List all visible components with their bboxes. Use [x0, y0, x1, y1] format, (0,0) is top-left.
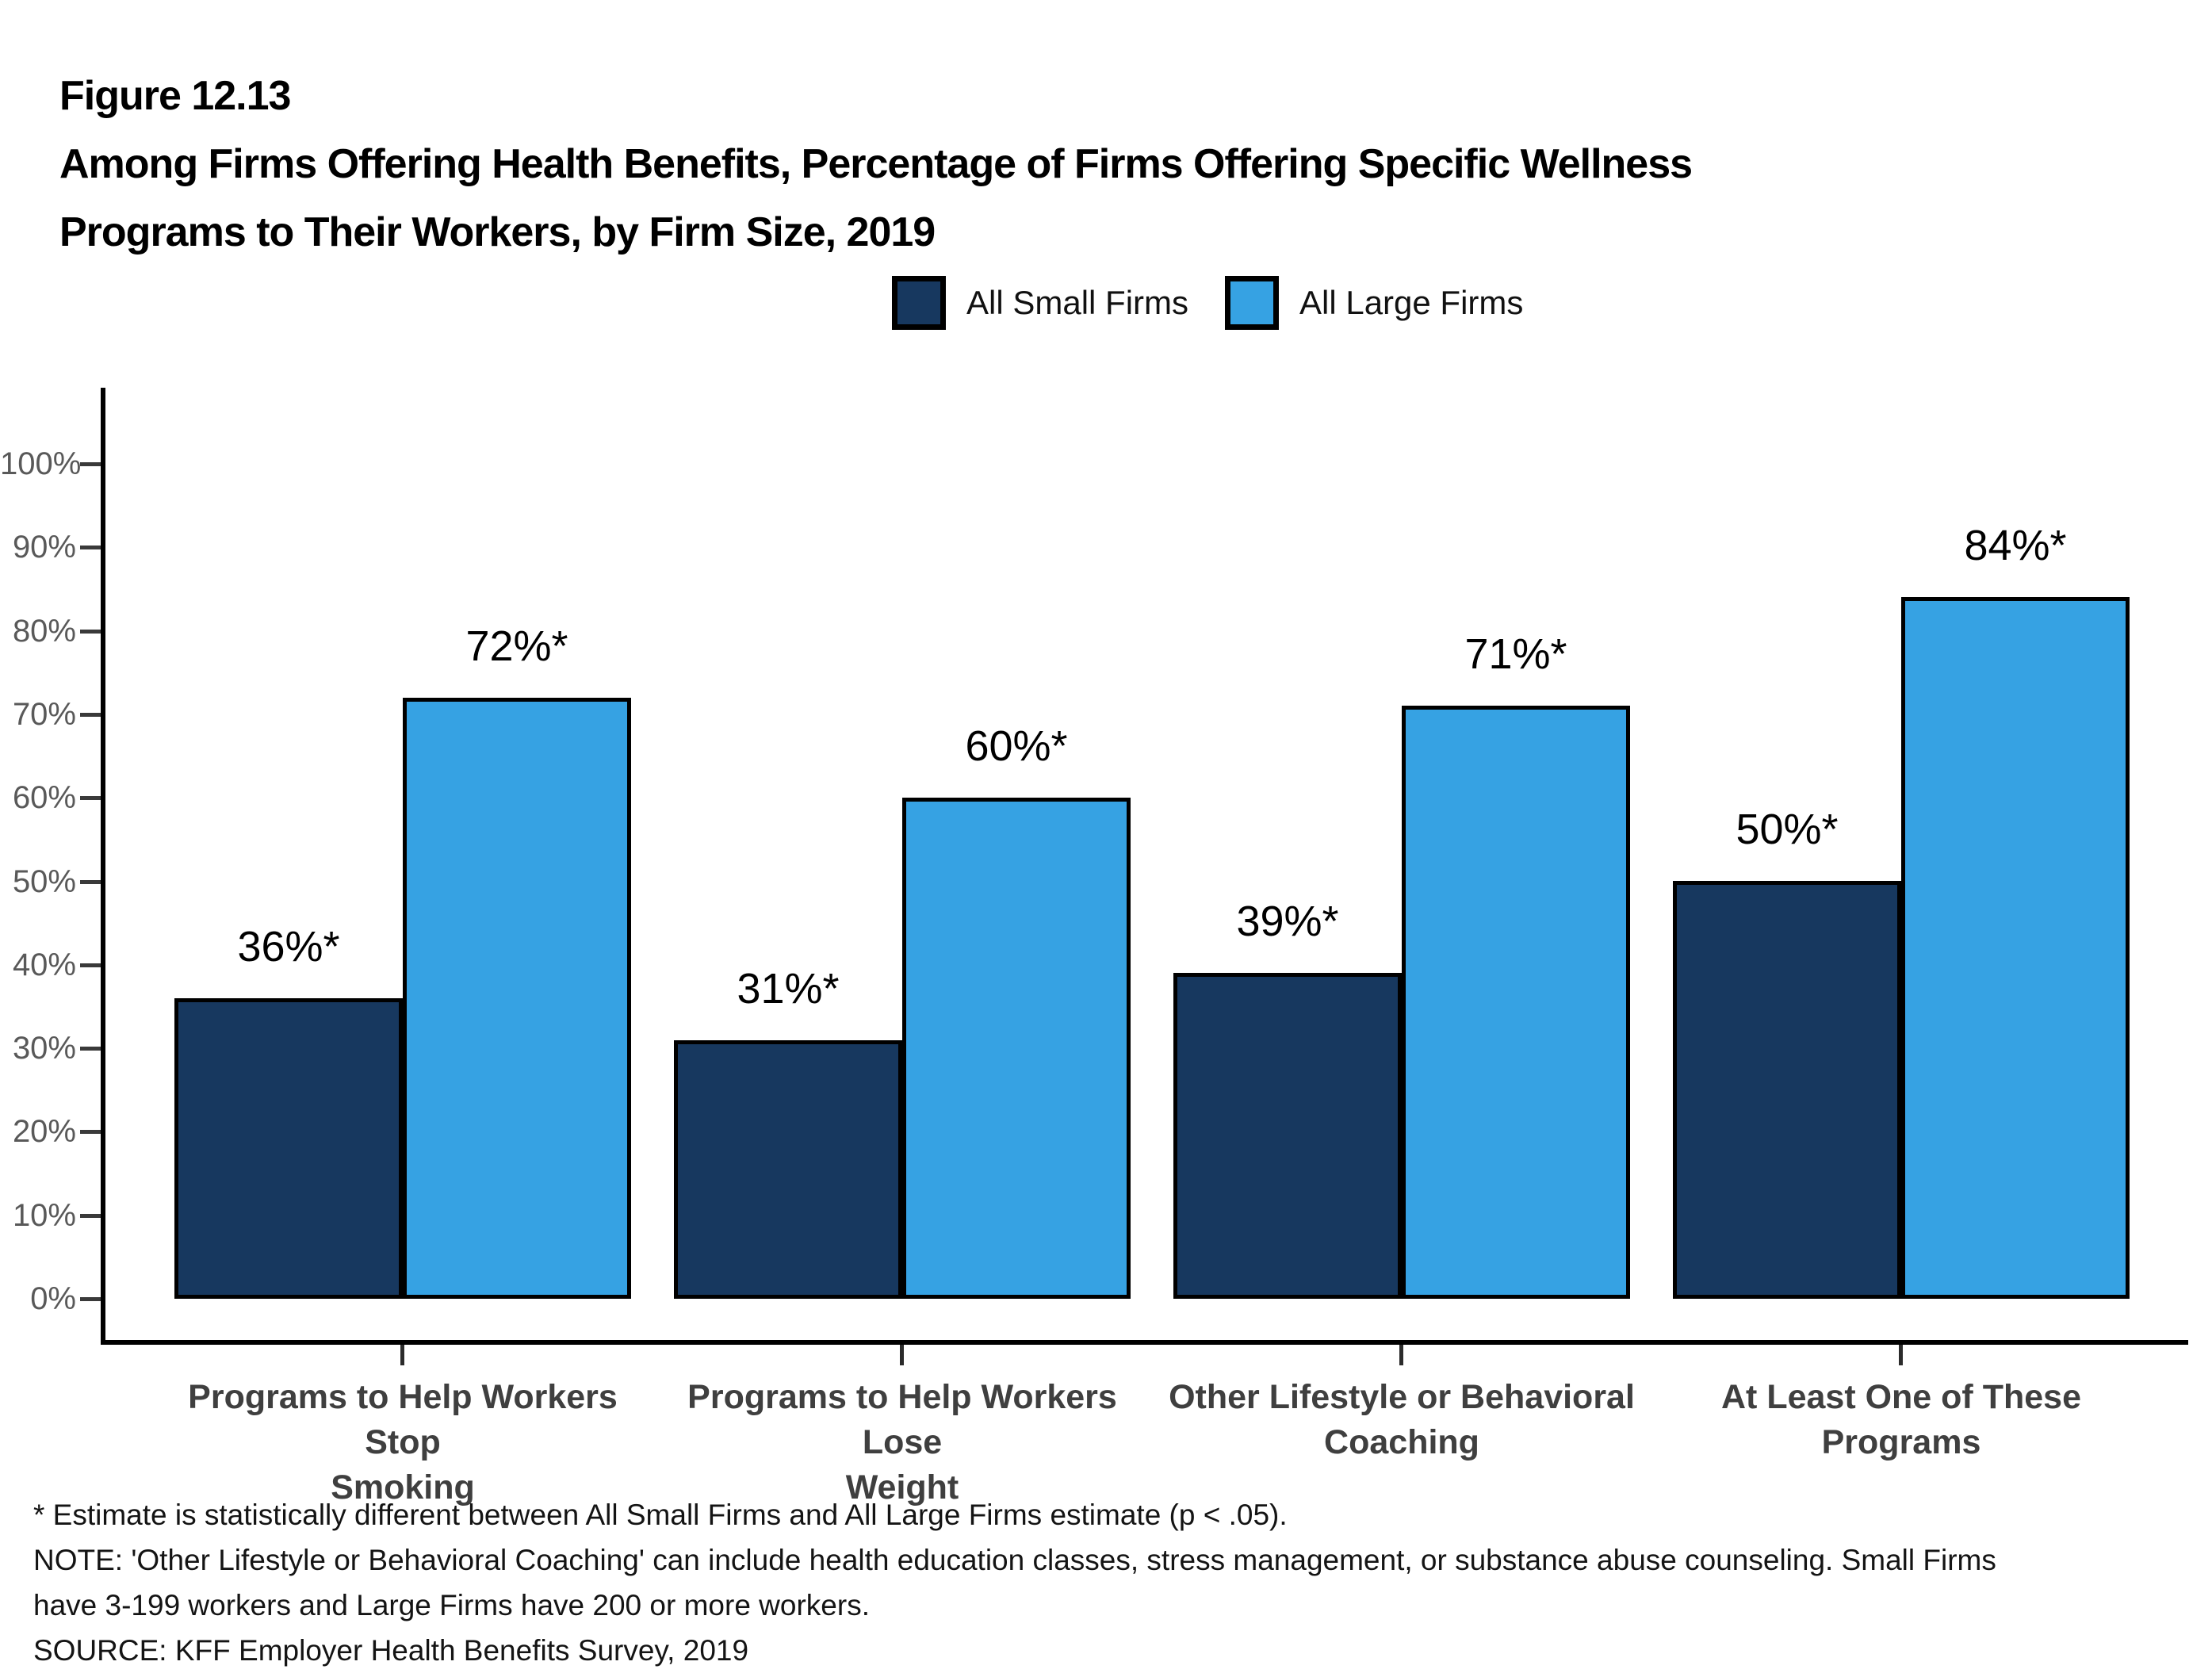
bar-all-large-firms-0 — [403, 698, 631, 1299]
x-axis-category-label-0: Programs to Help Workers Stop Smoking — [188, 1378, 618, 1506]
x-axis-category-label-1: Programs to Help Workers Lose Weight — [687, 1378, 1117, 1506]
bar-value-label-0-3: 50%* — [1736, 806, 1839, 853]
bar-value-label-0-0: 36%* — [237, 923, 340, 970]
legend-swatch-small-firms-icon — [892, 276, 946, 330]
y-axis-tick-0 — [80, 1297, 101, 1301]
figure-title-line-2: Programs to Their Workers, by Firm Size,… — [59, 209, 936, 255]
footnote-source: SOURCE: KFF Employer Health Benefits Sur… — [33, 1634, 749, 1667]
y-axis-tick-50 — [80, 879, 101, 884]
legend-item-large-firms: All Large Firms — [1225, 276, 1523, 330]
bar-all-large-firms-3 — [1901, 597, 2130, 1299]
bar-value-label-1-0: 72%* — [465, 622, 568, 670]
figure-title-line-1: Among Firms Offering Health Benefits, Pe… — [59, 141, 1693, 187]
x-axis-category-label-3: At Least One of These Programs — [1721, 1378, 2081, 1461]
x-axis-tick-1 — [900, 1345, 904, 1365]
x-axis-tick-0 — [400, 1345, 404, 1365]
bar-value-label-0-1: 31%* — [737, 965, 840, 1013]
y-axis-tick-label-30: 30% — [12, 1031, 76, 1066]
footnotes: * Estimate is statistically different be… — [33, 1492, 1996, 1673]
y-axis-tick-label-60: 60% — [12, 780, 76, 816]
legend-swatch-large-firms-icon — [1225, 276, 1279, 330]
bar-value-label-1-3: 84%* — [1964, 522, 2067, 569]
y-axis-tick-80 — [80, 629, 101, 634]
bar-all-large-firms-1 — [902, 798, 1131, 1299]
bar-all-small-firms-2 — [1173, 973, 1402, 1299]
x-axis-category-label-2: Other Lifestyle or Behavioral Coaching — [1169, 1378, 1635, 1461]
footnote-significance: * Estimate is statistically different be… — [33, 1499, 1288, 1531]
y-axis-tick-30 — [80, 1047, 101, 1051]
bar-all-large-firms-2 — [1402, 706, 1630, 1299]
y-axis-tick-label-100: 100% — [0, 446, 82, 481]
bar-value-label-0-2: 39%* — [1236, 898, 1339, 945]
footnote-note-line-2: have 3-199 workers and Large Firms have … — [33, 1589, 870, 1621]
y-axis-tick-90 — [80, 546, 101, 550]
y-axis-tick-label-20: 20% — [12, 1114, 76, 1150]
y-axis-tick-label-80: 80% — [12, 613, 76, 649]
y-axis-tick-60 — [80, 796, 101, 801]
bar-all-small-firms-3 — [1673, 881, 1901, 1299]
bar-value-label-1-2: 71%* — [1464, 630, 1567, 678]
y-axis-tick-label-10: 10% — [12, 1197, 76, 1233]
legend-label-large-firms: All Large Firms — [1299, 284, 1524, 321]
y-axis-tick-label-0: 0% — [30, 1281, 76, 1316]
legend-label-small-firms: All Small Firms — [966, 284, 1188, 321]
figure-number: Figure 12.13 — [59, 73, 291, 119]
y-axis-tick-label-40: 40% — [12, 947, 76, 982]
x-axis-tick-3 — [1899, 1345, 1903, 1365]
x-axis-line — [101, 1340, 2188, 1345]
bar-all-small-firms-0 — [174, 998, 403, 1299]
y-axis-tick-10 — [80, 1213, 101, 1218]
y-axis-tick-70 — [80, 712, 101, 717]
bar-value-label-1-1: 60%* — [965, 722, 1068, 770]
footnote-note-line-1: NOTE: 'Other Lifestyle or Behavioral Coa… — [33, 1544, 1996, 1576]
y-axis-line — [101, 388, 105, 1345]
y-axis-tick-20 — [80, 1130, 101, 1135]
y-axis-tick-label-90: 90% — [12, 530, 76, 565]
y-axis-tick-40 — [80, 963, 101, 967]
x-axis-tick-2 — [1399, 1345, 1403, 1365]
y-axis-tick-label-50: 50% — [12, 863, 76, 899]
y-axis-tick-label-70: 70% — [12, 696, 76, 732]
y-axis-tick-100 — [80, 462, 101, 466]
chart-legend: All Small Firms All Large Firms — [892, 276, 1523, 330]
legend-item-small-firms: All Small Firms — [892, 276, 1188, 330]
bar-all-small-firms-1 — [674, 1040, 902, 1299]
figure-header: Figure 12.13 Among Firms Offering Health… — [59, 62, 1693, 266]
